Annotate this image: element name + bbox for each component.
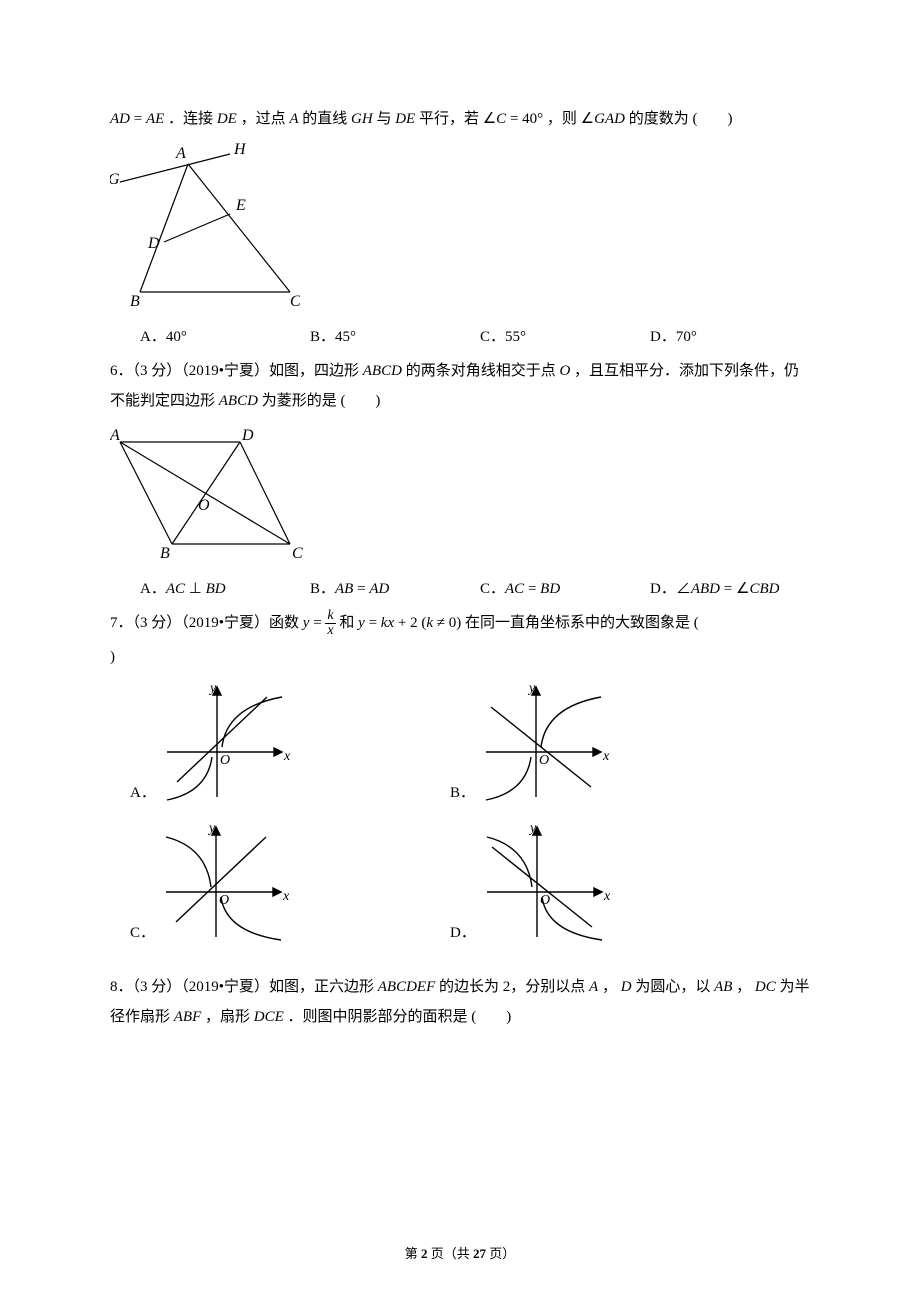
svg-text:x: x: [603, 889, 611, 904]
triangle-ghde-icon: G A H D E B C: [110, 142, 300, 312]
q6-text: 6．（3 分）（2019•宁夏）如图，四边形 ABCD 的两条对角线相交于点 O…: [110, 356, 810, 416]
q5-continuation: AD = AE ．连接 DE ，过点 A 的直线 GH 与 DE 平行，若 ∠C…: [110, 104, 810, 134]
svg-text:C: C: [290, 293, 300, 310]
q8-text: 8．（3 分）（2019•宁夏）如图，正六边形 ABCDEF 的边长为 2，分别…: [110, 972, 810, 1032]
graph-d-icon: y x O: [482, 822, 612, 942]
q6-options: A．AC ⊥ BD B．AB = AD C．AC = BD D．∠ABD = ∠…: [140, 577, 810, 598]
svg-text:O: O: [198, 497, 210, 514]
svg-text:x: x: [283, 749, 291, 764]
svg-text:A: A: [110, 427, 120, 444]
svg-text:O: O: [540, 893, 550, 908]
graph-c-icon: y x O: [161, 822, 291, 942]
q7-label-d: D．: [450, 921, 476, 942]
q6-option-d[interactable]: D．∠ABD = ∠CBD: [650, 577, 810, 598]
q7-label-a: A．: [130, 781, 156, 802]
svg-text:O: O: [220, 753, 230, 768]
svg-text:E: E: [235, 197, 246, 214]
svg-text:y: y: [208, 682, 217, 696]
q7-graphs: A． y x O B．: [130, 682, 810, 962]
q5-option-b[interactable]: B．45°: [310, 325, 470, 346]
q7-graph-a[interactable]: A． y x O: [130, 682, 450, 802]
q7-text-end: ): [110, 642, 810, 672]
q7-graph-b[interactable]: B． y x O: [450, 682, 770, 802]
parallelogram-icon: A D B C O: [110, 424, 310, 564]
q7-graph-d[interactable]: D． y x O: [450, 822, 770, 942]
q5-options: A．40° B．45° C．55° D．70°: [140, 325, 810, 346]
q7-label-b: B．: [450, 781, 475, 802]
svg-text:y: y: [207, 822, 216, 836]
page-footer: 第 2 页（共 27 页）: [0, 1243, 920, 1262]
q6-option-a[interactable]: A．AC ⊥ BD: [140, 577, 300, 598]
svg-text:A: A: [175, 145, 186, 162]
svg-text:H: H: [233, 142, 247, 158]
q6-option-c[interactable]: C．AC = BD: [480, 577, 640, 598]
q6-figure: A D B C O: [110, 424, 810, 569]
graph-b-icon: y x O: [481, 682, 611, 802]
svg-text:B: B: [160, 545, 170, 562]
svg-text:G: G: [110, 171, 120, 188]
q5-figure: G A H D E B C: [110, 142, 810, 317]
svg-text:B: B: [130, 293, 140, 310]
q7-text: 7．（3 分）（2019•宁夏）函数 y = kx 和 y = kx + 2 (…: [110, 608, 810, 638]
q5-option-d[interactable]: D．70°: [650, 325, 810, 346]
q5-option-a[interactable]: A．40°: [140, 325, 300, 346]
graph-a-icon: y x O: [162, 682, 292, 802]
svg-text:C: C: [292, 545, 303, 562]
svg-text:y: y: [527, 682, 536, 696]
svg-text:D: D: [147, 235, 160, 252]
svg-text:x: x: [602, 749, 610, 764]
svg-text:y: y: [528, 822, 537, 836]
svg-text:D: D: [241, 427, 254, 444]
q6-option-b[interactable]: B．AB = AD: [310, 577, 470, 598]
svg-text:x: x: [282, 889, 290, 904]
q7-graph-c[interactable]: C． y x O: [130, 822, 450, 942]
svg-text:O: O: [539, 753, 549, 768]
q7-label-c: C．: [130, 921, 155, 942]
svg-text:O: O: [219, 893, 229, 908]
q5-option-c[interactable]: C．55°: [480, 325, 640, 346]
